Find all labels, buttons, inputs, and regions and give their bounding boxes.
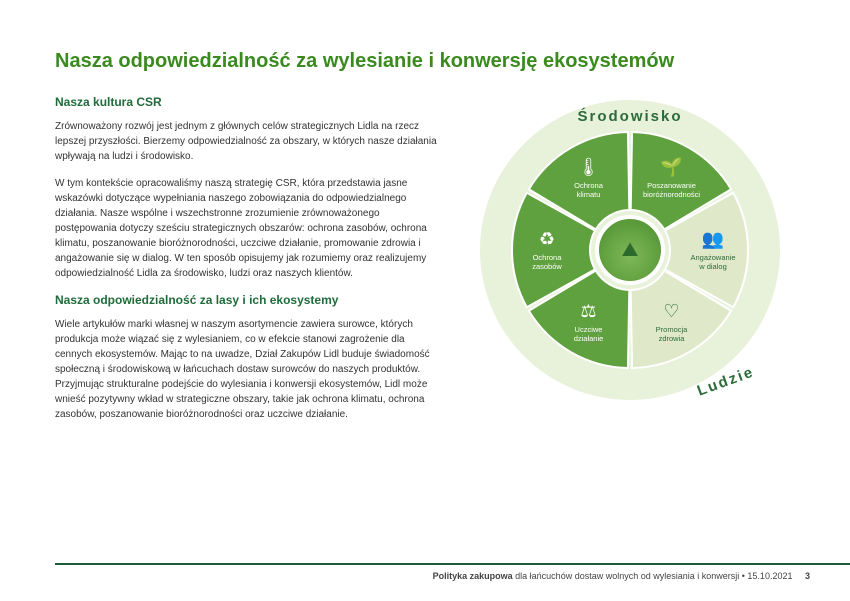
segment-icon: 🌱 [660,157,682,179]
segment-icon: ⚖ [580,301,596,323]
wheel-column: Środowisko Ludzie ⛰ 🌡Ochrona klimatu🌱Pos… [470,95,790,434]
section2-p1: Wiele artykułów marki własnej w naszym a… [55,317,440,422]
segment-label: Promocja zdrowia [656,325,688,343]
text-column: Nasza kultura CSR Zrównoważony rozwój je… [55,95,440,434]
footer-bold: Polityka zakupowa [433,571,513,581]
landscape-icon: ⛰ [622,239,639,262]
segment-label: Ochrona klimatu [574,181,603,199]
csr-wheel: Środowisko Ludzie ⛰ 🌡Ochrona klimatu🌱Pos… [480,100,780,400]
footer-rest: dla łańcuchów dostaw wolnych od wylesian… [513,571,793,581]
wheel-segment-4: ⚖ Uczciwe działanie [551,298,627,346]
segment-icon: ♡ [663,301,679,323]
wheel-segment-2: 👥 Angażowanie w dialog [675,226,751,274]
section1-p2: W tym kontekście opracowaliśmy naszą str… [55,176,440,281]
wheel-label-environment: Środowisko [577,108,682,125]
wheel-center: ⛰ [595,215,665,285]
wheel-segment-1: 🌱 Poszanowanie bioróżnorodności [634,154,710,202]
segment-icon: 🌡 [577,157,600,179]
section2-heading: Nasza odpowiedzialność za lasy i ich eko… [55,293,440,307]
page: Nasza odpowiedzialność za wylesianie i k… [0,0,850,601]
segment-label: Poszanowanie bioróżnorodności [643,181,700,199]
segment-icon: 👥 [702,229,724,251]
segment-label: Uczciwe działanie [574,325,604,343]
footer-page-number: 3 [805,571,810,581]
wheel-segment-3: ♡ Promocja zdrowia [634,298,710,346]
section1-p1: Zrównoważony rozwój jest jednym z główny… [55,119,440,164]
wheel-segment-0: 🌡 Ochrona klimatu [551,154,627,202]
segment-label: Angażowanie w dialog [690,253,735,271]
segment-label: Ochrona zasobów [532,253,562,271]
page-title: Nasza odpowiedzialność za wylesianie i k… [55,50,795,73]
wheel-segment-5: ♻ Ochrona zasobów [509,226,585,274]
footer: Polityka zakupowa dla łańcuchów dostaw w… [55,563,850,581]
section1-heading: Nasza kultura CSR [55,95,440,109]
wheel-sectors: ⛰ 🌡 Ochrona klimatu 🌱 Poszanowanie bioróżno… [510,130,750,370]
segment-icon: ♻ [539,229,555,251]
content-columns: Nasza kultura CSR Zrównoważony rozwój je… [55,95,795,434]
